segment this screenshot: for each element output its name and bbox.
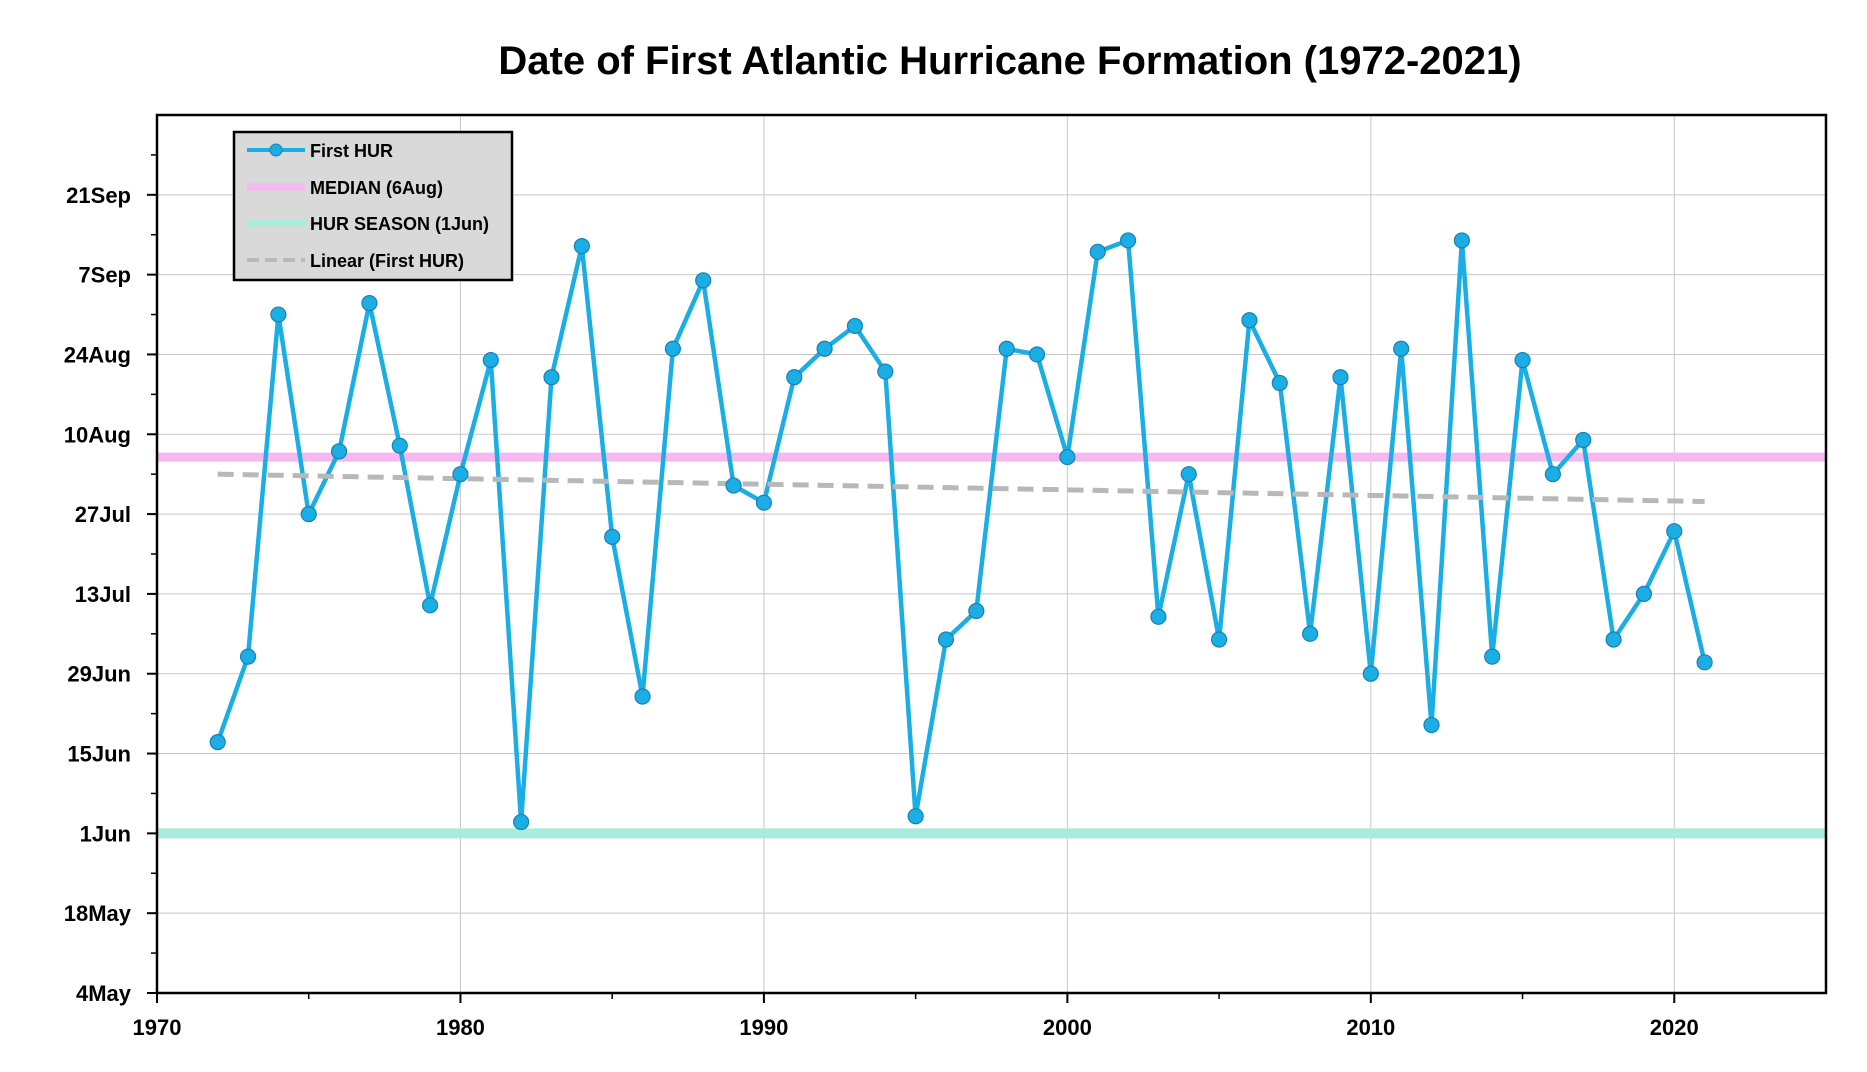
series-layer [209, 232, 1713, 831]
y-tick-label: 18May [64, 901, 132, 926]
legend-label-first-hur: First HUR [310, 141, 393, 161]
data-point [1028, 346, 1046, 363]
data-point [300, 505, 317, 523]
data-point [1393, 340, 1410, 357]
data-point [634, 688, 651, 705]
data-point [1666, 523, 1683, 540]
x-tick-label: 1980 [436, 1015, 485, 1040]
legend-label-linear: Linear (First HUR) [310, 251, 464, 271]
data-point [573, 238, 590, 255]
legend: First HUR MEDIAN (6Aug) HUR SEASON (1Jun… [232, 130, 514, 282]
y-tick-label: 4May [76, 981, 132, 1006]
data-point [968, 602, 985, 620]
data-point [1332, 369, 1349, 386]
data-point [1271, 374, 1288, 392]
y-tick-label: 27Jul [75, 502, 131, 527]
legend-label-hur-season: HUR SEASON (1Jun) [310, 214, 489, 234]
data-point [1696, 654, 1713, 671]
data-point [816, 340, 833, 357]
y-tick-label: 21Sep [66, 183, 131, 208]
data-point [1302, 625, 1319, 642]
y-tick-label: 24Aug [64, 342, 131, 367]
data-point [1544, 466, 1561, 483]
data-point [998, 340, 1015, 357]
data-point [1150, 608, 1167, 625]
y-tick-label: 15Jun [67, 742, 131, 767]
data-point [1241, 312, 1258, 329]
data-point [361, 295, 378, 312]
data-point [877, 363, 894, 380]
y-tick-label: 29Jun [67, 662, 131, 687]
data-point [1180, 466, 1197, 483]
data-point [1423, 716, 1440, 734]
data-point [695, 272, 712, 289]
data-point [907, 808, 924, 825]
data-point [604, 528, 621, 545]
data-point [725, 477, 742, 494]
y-tick-label: 7Sep [78, 263, 131, 288]
data-point [513, 813, 530, 831]
data-point [543, 369, 560, 386]
data-point [1059, 448, 1076, 466]
data-point [209, 734, 226, 751]
x-tick-label: 2020 [1650, 1015, 1699, 1040]
axis-layer: 4May 18May 1Jun 15Jun 29Jun 13Jul 27Jul 10Aug 24… [64, 154, 1699, 1040]
first-hur-line [215, 238, 1707, 825]
data-point [937, 631, 955, 648]
data-point [846, 317, 864, 335]
data-point [1362, 665, 1379, 682]
data-point [330, 443, 348, 460]
y-tick-label: 1Jun [80, 821, 131, 846]
data-point [786, 369, 803, 386]
data-point [1635, 585, 1653, 603]
x-tick-label: 1970 [133, 1015, 182, 1040]
data-point [391, 437, 408, 454]
data-point [452, 466, 469, 483]
data-point [239, 648, 257, 665]
x-tick-label: 1990 [739, 1015, 788, 1040]
data-point [1089, 243, 1106, 260]
data-point [1119, 232, 1137, 249]
legend-marker-first-hur [269, 143, 283, 157]
y-tick-label: 10Aug [64, 422, 131, 447]
data-point [1210, 631, 1228, 648]
chart-title: Date of First Atlantic Hurricane Formati… [498, 39, 1521, 83]
data-point [1605, 631, 1622, 648]
data-point [664, 340, 681, 357]
data-point [1484, 648, 1501, 665]
linear-trend-line [217, 471, 1705, 505]
x-tick-label: 2000 [1043, 1015, 1092, 1040]
data-point [482, 352, 499, 369]
data-point [270, 306, 287, 323]
legend-box [232, 130, 514, 282]
y-tick-label: 13Jul [75, 582, 131, 607]
data-point [755, 494, 773, 511]
data-point [1514, 352, 1531, 369]
data-point [1453, 232, 1470, 249]
legend-label-median: MEDIAN (6Aug) [310, 178, 443, 198]
x-tick-label: 2010 [1346, 1015, 1395, 1040]
data-point [1575, 431, 1592, 449]
data-point [422, 597, 439, 614]
